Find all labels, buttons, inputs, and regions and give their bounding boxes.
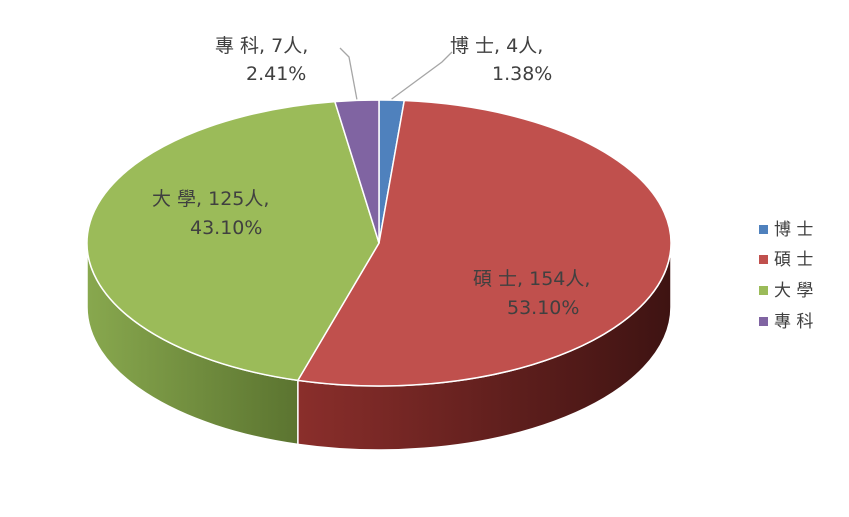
leader-line-associate [339,47,358,100]
legend-label-associate: 專 科 [774,312,813,332]
data-label-bachelor: 大 學, 125人, [152,188,269,210]
legend: 博 士 碩 士 大 學 專 科 [759,220,813,332]
data-label-associate-percent: 2.41% [246,63,306,85]
data-label-bachelor-percent: 43.10% [190,217,262,239]
data-label-doctorate: 博 士, 4人, [450,35,543,57]
pie-slice-bachelor [86,100,380,382]
legend-swatch-masters [759,255,768,264]
data-label-masters: 碩 士, 154人, [473,268,590,290]
legend-label-bachelor: 大 學 [774,281,813,301]
data-labels: 博 士, 4人, 1.38% 碩 士, 154人, 53.10% 大 學, 12… [152,35,590,319]
pie-top-faces [86,99,672,387]
leader-line-doctorate [391,51,453,100]
legend-label-masters: 碩 士 [774,250,813,270]
data-label-associate: 專 科, 7人, [215,35,308,57]
legend-swatch-associate [759,317,768,326]
data-label-doctorate-percent: 1.38% [492,63,552,85]
leader-lines [339,47,453,100]
pie-slice-associate [333,99,380,244]
legend-swatch-bachelor [759,286,768,295]
pie-slice-masters [296,99,672,387]
legend-label-doctorate: 博 士 [774,220,813,240]
legend-swatch-doctorate [759,225,768,234]
data-label-masters-percent: 53.10% [507,297,579,319]
